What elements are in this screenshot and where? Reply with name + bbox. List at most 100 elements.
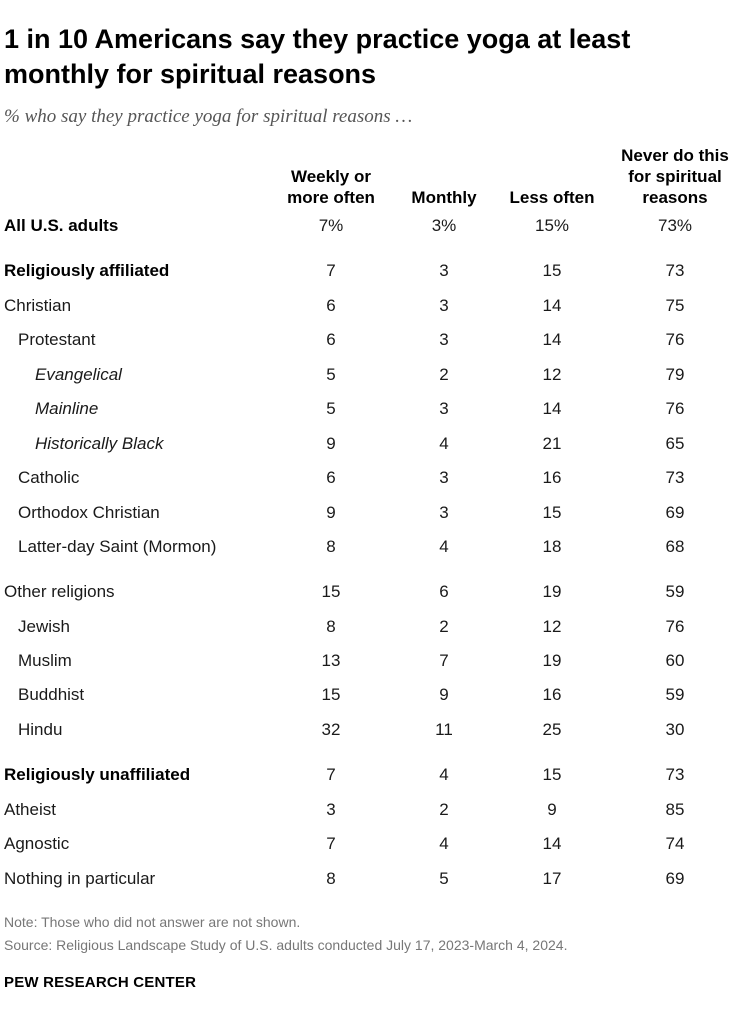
table-cell: 76 — [665, 617, 685, 636]
table-cell: 21 — [542, 434, 562, 453]
table-cell: 14 — [542, 296, 562, 315]
table-row: Evangelical 5 2 12 79 — [0, 362, 745, 392]
table-cell: 4 — [439, 765, 449, 784]
row-label: Mainline — [35, 399, 99, 418]
table-cell: 15 — [542, 503, 562, 522]
table-cell: 15 — [542, 261, 562, 280]
row-label: Buddhist — [18, 685, 85, 704]
table-cell: 3 — [439, 399, 449, 418]
table-cell: 7 — [439, 651, 449, 670]
table-row: Mainline 5 3 14 76 — [0, 396, 745, 426]
table-cell: 5 — [326, 365, 336, 384]
table-cell: 65 — [665, 434, 685, 453]
table-cell: 15 — [542, 765, 562, 784]
row-label: Latter-day Saint (Mormon) — [18, 537, 217, 556]
table-cell: 12 — [542, 617, 562, 636]
row-label: Jewish — [18, 617, 70, 636]
table-cell: 59 — [665, 685, 685, 704]
table-cell: 5 — [326, 399, 336, 418]
table-cell: 16 — [542, 685, 562, 704]
row-label: Protestant — [18, 330, 96, 349]
table-row: Jewish 8 2 12 76 — [0, 614, 745, 644]
table-cell: 6 — [326, 330, 336, 349]
table-cell: 7 — [326, 765, 336, 784]
table-cell: 15% — [534, 216, 570, 235]
table-cell: 15 — [321, 685, 341, 704]
chart-title: 1 in 10 Americans say they practice yoga… — [4, 24, 631, 89]
table-cell: 68 — [665, 537, 685, 556]
table-cell: 6 — [326, 468, 336, 487]
table-cell: 16 — [542, 468, 562, 487]
table-row: Catholic 6 3 16 73 — [0, 465, 745, 495]
table-row: Latter-day Saint (Mormon) 8 4 18 68 — [0, 534, 745, 564]
table-cell: 18 — [542, 537, 562, 556]
table-cell: 17 — [542, 869, 562, 888]
table-row: Other religions 15 6 19 59 — [0, 579, 745, 609]
row-label: Other religions — [4, 582, 115, 601]
table-cell: 9 — [326, 503, 336, 522]
table-cell: 85 — [665, 800, 685, 819]
table-cell: 8 — [326, 869, 336, 888]
row-label: Agnostic — [4, 834, 70, 853]
table-row: Religiously affiliated 7 3 15 73 — [0, 258, 745, 288]
table-cell: 73 — [665, 261, 685, 280]
table-row: Agnostic 7 4 14 74 — [0, 831, 745, 861]
row-label: Catholic — [18, 468, 80, 487]
row-label: Religiously affiliated — [4, 261, 170, 280]
table-cell: 19 — [542, 582, 562, 601]
row-label: Historically Black — [35, 434, 164, 453]
table-cell: 4 — [439, 834, 449, 853]
row-label: Hindu — [18, 720, 63, 739]
table-cell: 7% — [318, 216, 344, 235]
table-cell: 25 — [542, 720, 562, 739]
table-cell: 3 — [439, 468, 449, 487]
table-cell: 8 — [326, 537, 336, 556]
chart-subtitle: % who say they practice yoga for spiritu… — [4, 106, 413, 127]
table-cell: 2 — [439, 365, 449, 384]
table-cell: 73 — [665, 765, 685, 784]
table-cell: 4 — [439, 537, 449, 556]
table-cell: 14 — [542, 399, 562, 418]
row-label: Christian — [4, 296, 72, 315]
column-header-0: Weekly or more often — [287, 167, 375, 207]
table-cell: 32 — [321, 720, 341, 739]
table-row: Buddhist 15 9 16 59 — [0, 682, 745, 712]
table-cell: 75 — [665, 296, 685, 315]
table-cell: 76 — [665, 399, 685, 418]
table-cell: 13 — [321, 651, 341, 670]
table-cell: 9 — [547, 800, 557, 819]
table-cell: 3 — [439, 296, 449, 315]
table-row: Historically Black 9 4 21 65 — [0, 431, 745, 461]
table-cell: 6 — [326, 296, 336, 315]
row-label: All U.S. adults — [4, 216, 119, 235]
brand-logo-text: PEW RESEARCH CENTER — [4, 974, 197, 991]
table-cell: 74 — [665, 834, 685, 853]
source-text: Source: Religious Landscape Study of U.S… — [4, 937, 568, 953]
table-cell: 30 — [665, 720, 685, 739]
table-cell: 69 — [665, 503, 685, 522]
table-cell: 73% — [657, 216, 693, 235]
table-row: Religiously unaffiliated 7 4 15 73 — [0, 762, 745, 792]
table-cell: 9 — [326, 434, 336, 453]
table-cell: 4 — [439, 434, 449, 453]
table-cell: 69 — [665, 869, 685, 888]
table-cell: 8 — [326, 617, 336, 636]
table-cell: 3 — [439, 261, 449, 280]
table-cell: 14 — [542, 834, 562, 853]
table-cell: 11 — [435, 720, 453, 739]
table-cell: 3 — [439, 503, 449, 522]
table-cell: 5 — [439, 869, 449, 888]
table-cell: 19 — [542, 651, 562, 670]
table-cell: 7 — [326, 834, 336, 853]
table-row: Christian 6 3 14 75 — [0, 293, 745, 323]
row-label: Evangelical — [35, 365, 122, 384]
table-row: Orthodox Christian 9 3 15 69 — [0, 500, 745, 530]
column-header-3: Never do this for spiritual reasons — [621, 146, 729, 207]
table-cell: 3 — [326, 800, 336, 819]
row-label: Orthodox Christian — [18, 503, 160, 522]
table-cell: 79 — [665, 365, 685, 384]
column-header-2: Less often — [509, 188, 595, 207]
table-cell: 14 — [542, 330, 562, 349]
row-label: Atheist — [4, 800, 56, 819]
table-cell: 3 — [439, 330, 449, 349]
